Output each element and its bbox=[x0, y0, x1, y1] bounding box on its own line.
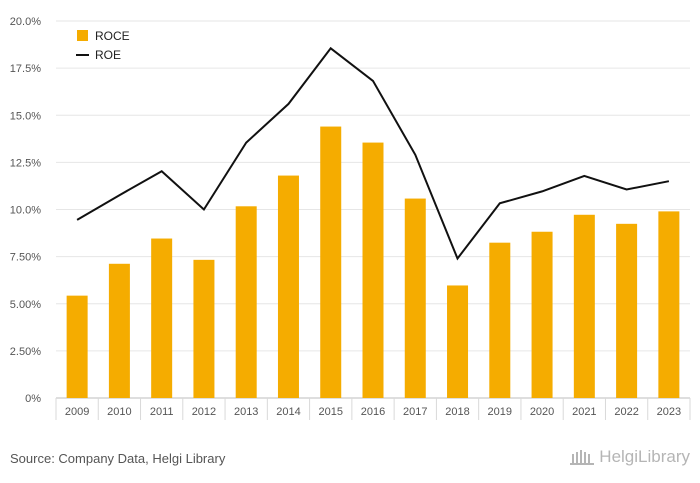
roce-bar bbox=[320, 126, 342, 398]
chart-svg: 0% 2.50% 5.00% 7.50% 10.0% 12.5% 15.0% 17.5% 20.… bbox=[10, 16, 691, 420]
y-tick-label: 15.0% bbox=[10, 110, 41, 122]
y-tick-label: 20.0% bbox=[10, 16, 41, 28]
y-tick-label: 5.00% bbox=[10, 299, 41, 311]
roce-bar bbox=[616, 223, 638, 398]
legend: ROCE ROE bbox=[76, 29, 130, 62]
y-tick-label: 7.50% bbox=[10, 252, 41, 264]
roce-bar bbox=[193, 259, 215, 398]
y-tick-label: 10.0% bbox=[10, 205, 41, 217]
roce-bar bbox=[277, 175, 299, 398]
roce-bar bbox=[447, 285, 469, 398]
library-building-icon bbox=[570, 450, 595, 465]
x-tick-label: 2021 bbox=[572, 406, 596, 418]
x-tick-label: 2011 bbox=[150, 406, 174, 418]
y-tick-label: 2.50% bbox=[10, 346, 41, 358]
x-tick-label: 2014 bbox=[276, 406, 300, 418]
legend-roce-label: ROCE bbox=[95, 29, 130, 43]
roe-line bbox=[76, 46, 670, 261]
x-tick-label: 2017 bbox=[403, 406, 427, 418]
y-tick-label: 12.5% bbox=[10, 157, 41, 169]
legend-roe-label: ROE bbox=[95, 48, 121, 62]
axis-layer: 0% 2.50% 5.00% 7.50% 10.0% 12.5% 15.0% 17.5% 20.… bbox=[10, 16, 681, 418]
y-tick-label: 0% bbox=[25, 393, 41, 405]
x-tick-label: 2022 bbox=[614, 406, 638, 418]
roce-bar bbox=[658, 211, 680, 398]
x-tick-label: 2018 bbox=[445, 406, 469, 418]
roce-bar bbox=[66, 295, 88, 398]
roce-bar bbox=[531, 231, 553, 398]
bars-layer bbox=[66, 126, 680, 398]
roce-bar bbox=[489, 242, 511, 398]
y-tick-label: 17.5% bbox=[10, 63, 41, 75]
helgi-library-logo: HelgiLibrary bbox=[569, 447, 690, 467]
source-note: Source: Company Data, Helgi Library bbox=[10, 451, 226, 466]
x-tick-label: 2015 bbox=[318, 406, 342, 418]
x-tick-label: 2019 bbox=[488, 406, 512, 418]
x-tick-label: 2020 bbox=[530, 406, 554, 418]
logo-text: HelgiLibrary bbox=[599, 447, 690, 466]
x-tick-label: 2010 bbox=[107, 406, 131, 418]
legend-roce-swatch bbox=[77, 30, 88, 41]
roce-bar bbox=[573, 214, 595, 398]
x-tick-label: 2012 bbox=[192, 406, 216, 418]
roce-bar bbox=[151, 238, 173, 398]
roce-bar bbox=[362, 142, 384, 398]
roce-bar bbox=[235, 206, 257, 398]
x-tick-label: 2013 bbox=[234, 406, 258, 418]
roce-bar bbox=[108, 263, 130, 398]
x-tick-label: 2016 bbox=[361, 406, 385, 418]
x-tick-label: 2009 bbox=[65, 406, 89, 418]
line-layer bbox=[76, 46, 670, 261]
roce-bar bbox=[404, 198, 426, 398]
x-tick-label: 2023 bbox=[657, 406, 681, 418]
